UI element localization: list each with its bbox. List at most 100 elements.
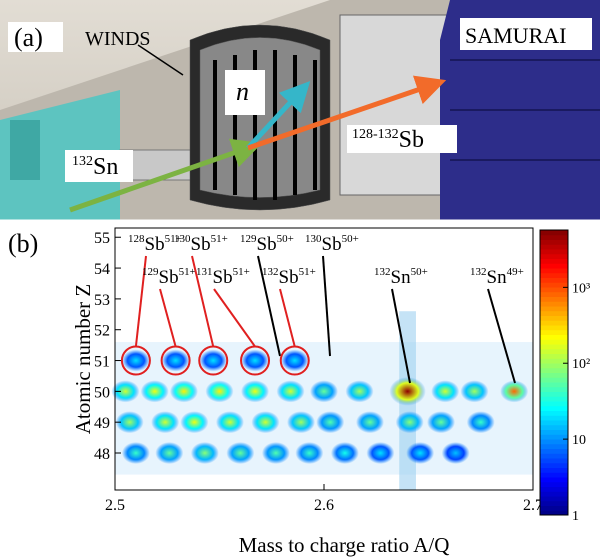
annotation-line	[487, 288, 516, 384]
annotation-label: 130Sb51+	[174, 233, 228, 255]
colorbar-segment	[540, 348, 568, 354]
cluster	[441, 442, 470, 465]
colorbar-segment	[540, 401, 568, 407]
element: Sn	[487, 267, 508, 288]
x-axis-label: Mass to charge ratio A/Q	[239, 533, 450, 557]
colorbar-segment	[540, 234, 568, 240]
cluster	[406, 442, 435, 465]
cluster	[287, 411, 316, 434]
colorbar-segment	[540, 505, 568, 511]
annotation-label: 132Sn50+	[374, 266, 428, 288]
colorbar-segment	[540, 363, 568, 369]
mass-number: 129	[240, 233, 257, 245]
neutron-label: n	[236, 77, 249, 106]
mass-number: 132	[72, 154, 93, 169]
charge: 51+	[211, 233, 228, 245]
colorbar-segment	[540, 263, 568, 269]
charge: 51+	[233, 266, 250, 278]
colorbar-segment	[540, 377, 568, 383]
colorbar-segment	[540, 467, 568, 473]
annotation-line	[257, 255, 281, 357]
y-tick-label: 51	[94, 354, 110, 371]
beam-label: 132Sn	[72, 154, 118, 180]
panel-b-plot: 2.5 2.6 2.7 48 49 50 51 52 53 54 55 Mass to charge …	[71, 227, 590, 557]
y-tick-label: 54	[94, 261, 110, 278]
colorbar-segment	[540, 420, 568, 426]
annotation-label: 132Sb51+	[262, 266, 316, 288]
detector-label: WINDS	[85, 28, 151, 50]
element: Sb	[159, 267, 179, 288]
annotation-line	[322, 255, 331, 357]
annotation-label: 132Sn49+	[470, 266, 524, 288]
charge: 51+	[179, 266, 196, 278]
colorbar-segment	[540, 296, 568, 302]
y-tick-label: 52	[94, 323, 110, 340]
colorbar-segment	[540, 500, 568, 506]
cluster	[180, 411, 209, 434]
mass-number: 131	[196, 266, 213, 278]
cluster	[190, 442, 219, 465]
colorbar-segment	[540, 310, 568, 316]
colorbar-segment	[540, 339, 568, 345]
annotation-line	[213, 288, 256, 348]
element: Sb	[322, 234, 342, 255]
colorbar-segment	[540, 329, 568, 335]
annotation-line	[279, 288, 296, 347]
panel-a-scene	[0, 0, 600, 220]
mass-number: 130	[305, 233, 322, 245]
cluster	[280, 349, 309, 372]
cluster	[215, 411, 244, 434]
fragment-label: 128-132Sb	[352, 127, 424, 153]
colorbar-segment	[540, 462, 568, 468]
cluster	[161, 349, 190, 372]
charge: 51+	[165, 233, 182, 245]
colorbar-segment	[540, 486, 568, 492]
colorbar-segment	[540, 325, 568, 331]
colorbar-segment	[540, 424, 568, 430]
colorbar-segment	[540, 510, 568, 516]
colorbar-segment	[540, 477, 568, 483]
annotation-label: 129Sb50+	[240, 233, 294, 255]
x-tick-label: 2.5	[105, 497, 125, 514]
colorbar-segment	[540, 415, 568, 421]
cluster	[140, 380, 169, 403]
annotation-line	[191, 255, 215, 347]
colorbar-segment	[540, 306, 568, 312]
element: Sb	[399, 127, 424, 153]
annotation-line	[391, 288, 411, 384]
mass-number: 132	[470, 266, 487, 278]
y-tick-label: 53	[94, 292, 110, 309]
element: Sb	[279, 267, 299, 288]
colorbar-segment	[540, 358, 568, 364]
cluster	[427, 411, 456, 434]
mass-number: 129	[142, 266, 159, 278]
element: Sb	[145, 234, 165, 255]
cluster	[121, 349, 150, 372]
cluster	[241, 380, 270, 403]
y-tick-label: 48	[94, 446, 110, 463]
cluster	[155, 442, 184, 465]
cluster	[261, 442, 290, 465]
colorbar-segment	[540, 405, 568, 411]
y-axis-label: Atomic number Z	[71, 284, 95, 434]
cluster	[466, 411, 495, 434]
colorbar-segment	[540, 344, 568, 350]
colorbar-segment	[540, 353, 568, 359]
colorbar-segment	[540, 282, 568, 288]
colorbar-segment	[540, 434, 568, 440]
mass-number: 128	[128, 233, 145, 245]
panel-label: (b)	[8, 229, 38, 258]
cluster	[345, 380, 374, 403]
cluster	[355, 411, 384, 434]
cluster	[316, 411, 345, 434]
y-tick-label: 49	[94, 415, 110, 432]
colorbar-segment	[540, 439, 568, 445]
colorbar-segment	[540, 239, 568, 245]
cluster	[226, 442, 255, 465]
charge: 49+	[507, 266, 524, 278]
cluster	[111, 380, 140, 403]
charge: 50+	[411, 266, 428, 278]
colorbar-segment	[540, 272, 568, 278]
panel-label: (a)	[14, 23, 43, 52]
colorbar-segment	[540, 230, 568, 236]
